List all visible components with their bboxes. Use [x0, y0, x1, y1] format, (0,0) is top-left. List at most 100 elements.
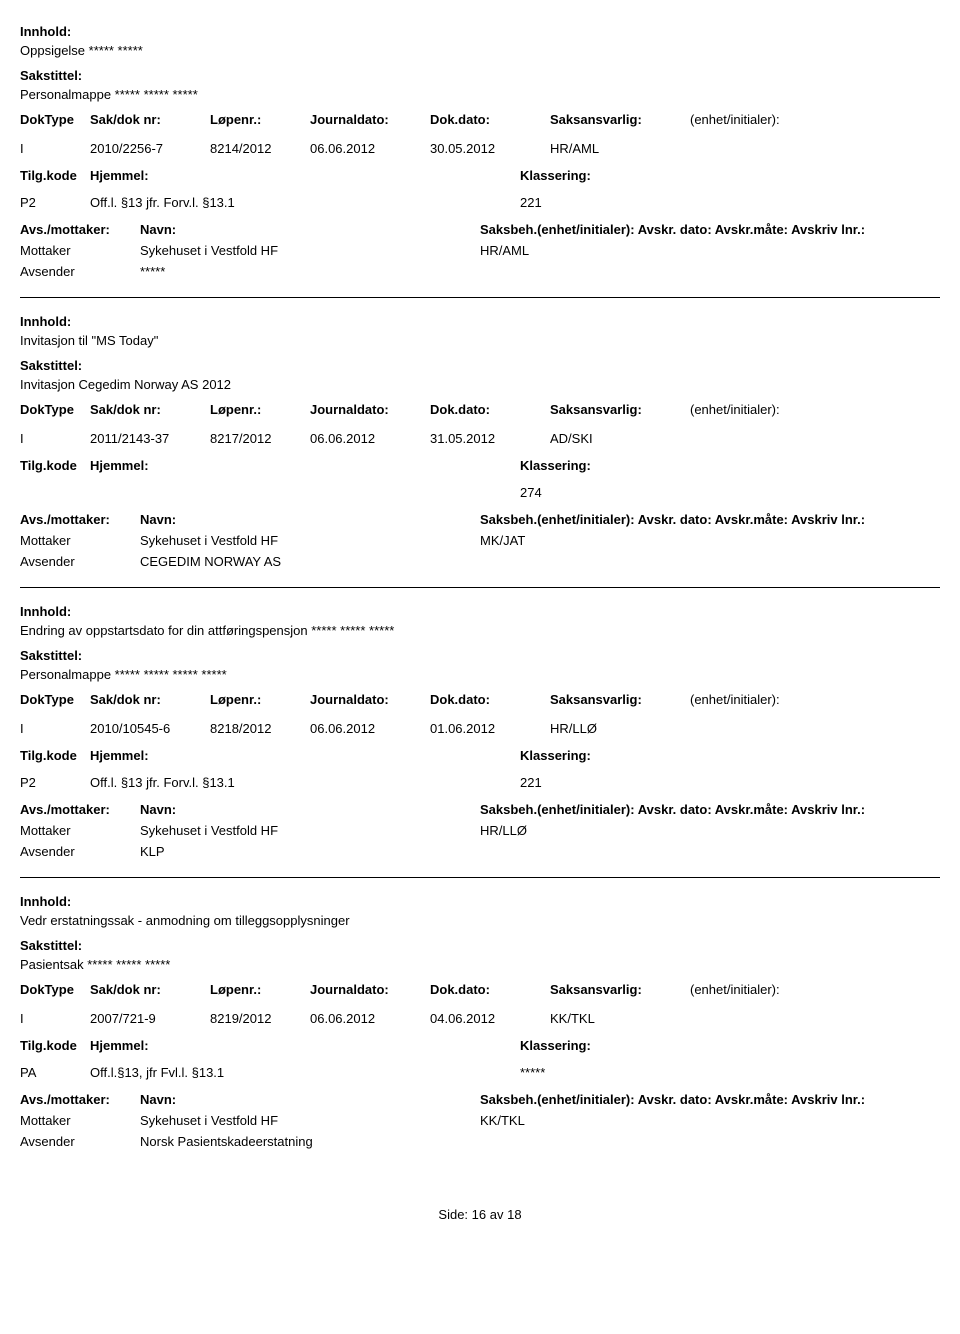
klassering-label: Klassering:	[520, 458, 940, 473]
navn-label: Navn:	[140, 222, 480, 237]
sakdoknr-label: Sak/dok nr:	[90, 112, 210, 127]
innhold-label: Innhold:	[20, 24, 940, 39]
mottaker-name: Sykehuset i Vestfold HF	[140, 823, 480, 838]
hjemmel-label: Hjemmel:	[90, 458, 520, 473]
mottaker-row: Mottaker Sykehuset i Vestfold HF MK/JAT	[20, 533, 940, 548]
meta-header-row: DokType Sak/dok nr: Løpenr.: Journaldato…	[20, 692, 940, 707]
enhet-initialer-label: (enhet/initialer):	[690, 982, 788, 997]
mottaker-init: HR/LLØ	[480, 823, 940, 838]
journaldato-value: 06.06.2012	[310, 141, 430, 156]
innhold-value: Oppsigelse ***** *****	[20, 43, 940, 58]
dokdato-value: 30.05.2012	[430, 141, 550, 156]
dokdato-label: Dok.dato:	[430, 692, 550, 707]
avsender-row: Avsender *****	[20, 264, 940, 279]
hjemmel-value: Off.l. §13 jfr. Forv.l. §13.1	[90, 195, 520, 210]
tilg-header-row: Tilg.kode Hjemmel: Klassering:	[20, 748, 940, 763]
tilgkode-value: PA	[20, 1065, 90, 1080]
sakdoknr-label: Sak/dok nr:	[90, 402, 210, 417]
navn-label: Navn:	[140, 512, 480, 527]
hjemmel-label: Hjemmel:	[90, 1038, 520, 1053]
journal-entry: Innhold: Oppsigelse ***** ***** Sakstitt…	[20, 8, 940, 298]
sakdoknr-value: 2010/10545-6	[90, 721, 210, 736]
sakstittel-label: Sakstittel:	[20, 68, 940, 83]
avsender-name: *****	[140, 264, 480, 279]
saksbeh-label: Saksbeh.(enhet/initialer): Avskr. dato: …	[480, 802, 940, 817]
dokdato-label: Dok.dato:	[430, 112, 550, 127]
doktype-label: DokType	[20, 402, 90, 417]
tilg-value-row: 274	[20, 485, 940, 500]
avsender-row: Avsender CEGEDIM NORWAY AS	[20, 554, 940, 569]
journal-entry: Innhold: Vedr erstatningssak - anmodning…	[20, 878, 940, 1167]
dokdato-value: 01.06.2012	[430, 721, 550, 736]
sakdoknr-value: 2011/2143-37	[90, 431, 210, 446]
meta-value-row: I 2010/2256-7 8214/2012 06.06.2012 30.05…	[20, 137, 940, 156]
tilg-value-row: P2 Off.l. §13 jfr. Forv.l. §13.1 221	[20, 775, 940, 790]
tilgkode-value	[20, 485, 90, 500]
hjemmel-label: Hjemmel:	[90, 168, 520, 183]
avsender-name: CEGEDIM NORWAY AS	[140, 554, 480, 569]
saksbeh-label: Saksbeh.(enhet/initialer): Avskr. dato: …	[480, 222, 940, 237]
enhet-initialer-label: (enhet/initialer):	[690, 692, 788, 707]
sakstittel-value: Pasientsak ***** ***** *****	[20, 957, 940, 972]
tilgkode-label: Tilg.kode	[20, 168, 90, 183]
doktype-value: I	[20, 1011, 90, 1026]
doktype-label: DokType	[20, 982, 90, 997]
navn-label: Navn:	[140, 1092, 480, 1107]
dokdato-value: 04.06.2012	[430, 1011, 550, 1026]
sakdoknr-label: Sak/dok nr:	[90, 982, 210, 997]
lopenr-label: Løpenr.:	[210, 692, 310, 707]
page-current: 16	[472, 1207, 486, 1222]
meta-header-row: DokType Sak/dok nr: Løpenr.: Journaldato…	[20, 982, 940, 997]
mottaker-role: Mottaker	[20, 1113, 140, 1128]
klassering-label: Klassering:	[520, 1038, 940, 1053]
avsender-role: Avsender	[20, 1134, 140, 1149]
avs-header-row: Avs./mottaker: Navn: Saksbeh.(enhet/init…	[20, 512, 940, 527]
tilg-header-row: Tilg.kode Hjemmel: Klassering:	[20, 1038, 940, 1053]
page-total: 18	[507, 1207, 521, 1222]
sakdoknr-value: 2007/721-9	[90, 1011, 210, 1026]
journaldato-label: Journaldato:	[310, 982, 430, 997]
mottaker-name: Sykehuset i Vestfold HF	[140, 533, 480, 548]
hjemmel-value: Off.l. §13 jfr. Forv.l. §13.1	[90, 775, 520, 790]
saksansvarlig-label: Saksansvarlig:	[550, 112, 690, 127]
mottaker-role: Mottaker	[20, 533, 140, 548]
saksansvarlig-value: KK/TKL	[550, 1011, 690, 1026]
sakdoknr-value: 2010/2256-7	[90, 141, 210, 156]
tilgkode-label: Tilg.kode	[20, 458, 90, 473]
innhold-value: Vedr erstatningssak - anmodning om tille…	[20, 913, 940, 928]
entries-container: Innhold: Oppsigelse ***** ***** Sakstitt…	[20, 8, 940, 1167]
avs-mottaker-label: Avs./mottaker:	[20, 1092, 140, 1107]
enhet-initialer-label: (enhet/initialer):	[690, 402, 788, 417]
page-footer: Side: 16 av 18	[20, 1207, 940, 1222]
hjemmel-value	[90, 485, 520, 500]
hjemmel-value: Off.l.§13, jfr Fvl.l. §13.1	[90, 1065, 520, 1080]
doktype-label: DokType	[20, 692, 90, 707]
lopenr-label: Løpenr.:	[210, 112, 310, 127]
journaldato-label: Journaldato:	[310, 112, 430, 127]
dokdato-label: Dok.dato:	[430, 982, 550, 997]
sakstittel-value: Personalmappe ***** ***** *****	[20, 87, 940, 102]
avs-mottaker-label: Avs./mottaker:	[20, 512, 140, 527]
sakstittel-label: Sakstittel:	[20, 938, 940, 953]
mottaker-row: Mottaker Sykehuset i Vestfold HF KK/TKL	[20, 1113, 940, 1128]
klassering-value: 221	[520, 775, 940, 790]
journaldato-label: Journaldato:	[310, 692, 430, 707]
avsender-row: Avsender KLP	[20, 844, 940, 859]
tilgkode-value: P2	[20, 195, 90, 210]
klassering-value: 221	[520, 195, 940, 210]
enhet-initialer-label: (enhet/initialer):	[690, 112, 788, 127]
tilg-value-row: P2 Off.l. §13 jfr. Forv.l. §13.1 221	[20, 195, 940, 210]
sakstittel-value: Invitasjon Cegedim Norway AS 2012	[20, 377, 940, 392]
journal-entry: Innhold: Endring av oppstartsdato for di…	[20, 588, 940, 878]
innhold-label: Innhold:	[20, 894, 940, 909]
mottaker-name: Sykehuset i Vestfold HF	[140, 1113, 480, 1128]
tilgkode-label: Tilg.kode	[20, 1038, 90, 1053]
klassering-label: Klassering:	[520, 168, 940, 183]
mottaker-role: Mottaker	[20, 823, 140, 838]
tilg-value-row: PA Off.l.§13, jfr Fvl.l. §13.1 *****	[20, 1065, 940, 1080]
lopenr-label: Løpenr.:	[210, 982, 310, 997]
mottaker-init: MK/JAT	[480, 533, 940, 548]
meta-value-row: I 2010/10545-6 8218/2012 06.06.2012 01.0…	[20, 717, 940, 736]
avs-header-row: Avs./mottaker: Navn: Saksbeh.(enhet/init…	[20, 222, 940, 237]
journaldato-value: 06.06.2012	[310, 431, 430, 446]
